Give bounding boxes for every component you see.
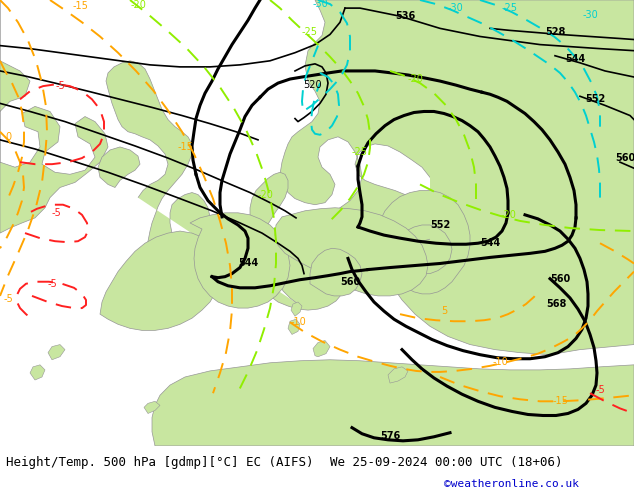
Polygon shape <box>190 213 290 308</box>
Polygon shape <box>48 344 65 360</box>
Text: Height/Temp. 500 hPa [gdmp][°C] EC (AIFS): Height/Temp. 500 hPa [gdmp][°C] EC (AIFS… <box>6 456 314 468</box>
Polygon shape <box>98 147 140 188</box>
Text: 560: 560 <box>615 153 634 163</box>
Text: 552: 552 <box>585 94 605 104</box>
Text: 5: 5 <box>441 306 447 316</box>
Polygon shape <box>106 61 348 310</box>
Polygon shape <box>0 0 108 233</box>
Text: -5: -5 <box>51 208 61 218</box>
Text: -25: -25 <box>502 3 518 13</box>
Text: -20: -20 <box>500 210 516 220</box>
Text: -20: -20 <box>257 190 273 199</box>
Text: -15: -15 <box>177 142 193 152</box>
Text: -30: -30 <box>582 10 598 20</box>
Text: -5: -5 <box>595 385 605 395</box>
Text: 568: 568 <box>546 299 566 309</box>
Text: 544: 544 <box>565 54 585 64</box>
Text: -30: -30 <box>447 3 463 13</box>
Text: 536: 536 <box>395 11 415 21</box>
Text: -20: -20 <box>130 0 146 10</box>
Polygon shape <box>388 367 408 383</box>
Text: -10: -10 <box>290 317 306 327</box>
Polygon shape <box>152 360 634 446</box>
Polygon shape <box>144 401 160 414</box>
Polygon shape <box>30 365 45 380</box>
Polygon shape <box>291 302 302 316</box>
Text: -10: -10 <box>492 357 508 367</box>
Text: 560: 560 <box>550 274 570 284</box>
Text: -5: -5 <box>3 294 13 304</box>
Polygon shape <box>280 0 634 294</box>
Text: 544: 544 <box>480 238 500 248</box>
Text: 544: 544 <box>238 259 258 269</box>
Text: 520: 520 <box>304 80 322 90</box>
Text: 552: 552 <box>430 220 450 230</box>
Text: -15: -15 <box>72 1 88 11</box>
Polygon shape <box>100 231 222 330</box>
Text: We 25-09-2024 00:00 UTC (18+06): We 25-09-2024 00:00 UTC (18+06) <box>330 456 562 468</box>
Text: 560: 560 <box>340 277 360 287</box>
Polygon shape <box>378 0 634 355</box>
Polygon shape <box>275 208 428 296</box>
Text: -25: -25 <box>352 147 368 157</box>
Text: -5: -5 <box>55 81 65 91</box>
Text: -15: -15 <box>552 396 568 406</box>
Text: -20: -20 <box>407 74 423 84</box>
Text: 528: 528 <box>545 27 565 37</box>
Text: ©weatheronline.co.uk: ©weatheronline.co.uk <box>444 479 579 489</box>
Text: -5: -5 <box>47 279 57 289</box>
Text: -25: -25 <box>302 27 318 37</box>
Polygon shape <box>310 248 362 296</box>
Text: -30: -30 <box>312 0 328 9</box>
Polygon shape <box>313 341 330 357</box>
Polygon shape <box>288 319 300 334</box>
Text: 576: 576 <box>380 431 400 441</box>
Text: 0: 0 <box>5 132 11 142</box>
